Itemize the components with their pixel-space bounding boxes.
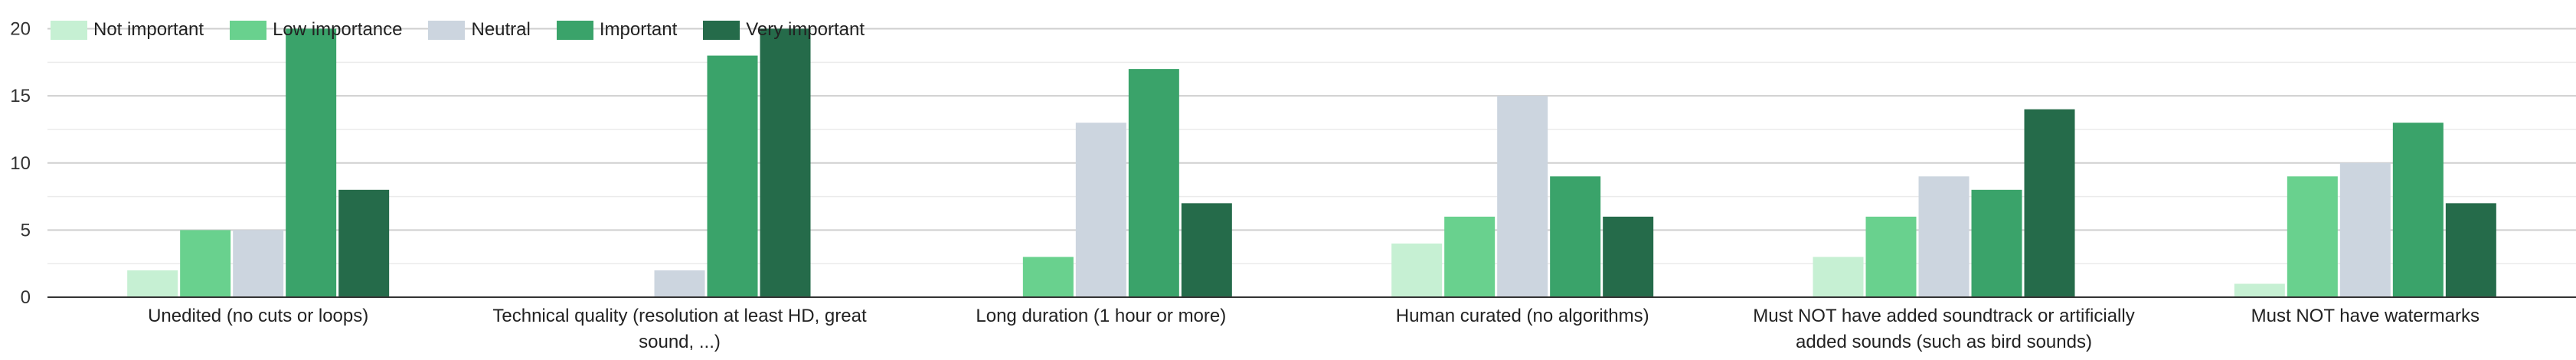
- bar: [760, 28, 811, 298]
- x-category-label-line: added sounds (such as bird sounds): [1796, 332, 2092, 352]
- legend-label: Important: [599, 19, 678, 40]
- bar: [2287, 176, 2338, 297]
- bar: [2392, 123, 2444, 297]
- x-category-label-line: Must NOT have added soundtrack or artifi…: [1753, 306, 2134, 326]
- legend-label: Neutral: [471, 19, 531, 40]
- legend-item: Very important: [703, 19, 865, 41]
- bar: [1865, 216, 1917, 297]
- legend-label: Low importance: [273, 19, 403, 40]
- legend-swatch: [703, 20, 740, 40]
- x-category-label-line: Must NOT have watermarks: [2251, 306, 2480, 326]
- bar: [707, 55, 758, 298]
- chart-legend: Not important Low importance Neutral Import…: [51, 18, 891, 41]
- bar: [1497, 96, 1548, 298]
- y-tick-label: 20: [10, 19, 31, 40]
- x-axis-category-labels: Unedited (no cuts or loops) Technical qua…: [148, 306, 2480, 352]
- bars: [127, 28, 2496, 298]
- legend-item: Neutral: [428, 19, 531, 41]
- legend-label: Not important: [93, 19, 204, 40]
- y-axis-tick-labels: 0 5 10 15 20: [10, 19, 31, 308]
- legend-item: Low importance: [230, 19, 402, 41]
- bar: [1971, 189, 2022, 297]
- x-category-label: Must NOT have watermarks: [2251, 306, 2480, 326]
- bar: [1022, 257, 1074, 297]
- x-category-label-line: Unedited (no cuts or loops): [148, 306, 368, 326]
- bar: [1391, 243, 1443, 297]
- bar: [1550, 176, 1601, 297]
- bar: [1444, 216, 1496, 297]
- legend-label: Very important: [746, 19, 865, 40]
- bar: [654, 270, 705, 297]
- bar: [2234, 283, 2285, 297]
- x-category-label: Must NOT have added soundtrack or artifi…: [1753, 306, 2134, 352]
- y-tick-label: 15: [10, 86, 31, 106]
- x-category-label: Human curated (no algorithms): [1396, 306, 1649, 326]
- bar: [180, 230, 231, 297]
- legend-item: Not important: [51, 19, 204, 41]
- bar: [2339, 162, 2391, 297]
- bar: [1128, 69, 1179, 297]
- bar: [1813, 257, 1864, 297]
- bar: [233, 230, 284, 297]
- bar: [2024, 109, 2075, 297]
- x-category-label-line: Technical quality (resolution at least H…: [492, 306, 867, 326]
- y-tick-label: 5: [21, 220, 31, 241]
- bar: [1075, 123, 1126, 297]
- bar: [1181, 203, 1232, 297]
- y-tick-label: 10: [10, 153, 31, 174]
- bar: [338, 189, 390, 297]
- x-category-label: Long duration (1 hour or more): [976, 306, 1226, 326]
- x-category-label-line: sound, ...): [639, 332, 721, 352]
- bar: [127, 270, 178, 297]
- x-category-label-line: Human curated (no algorithms): [1396, 306, 1649, 326]
- x-category-label: Unedited (no cuts or loops): [148, 306, 368, 326]
- x-category-label: Technical quality (resolution at least H…: [492, 306, 867, 352]
- bar: [286, 28, 337, 298]
- bar: [2445, 203, 2496, 297]
- legend-swatch: [51, 20, 87, 40]
- legend-item: Important: [556, 19, 678, 41]
- y-tick-label: 0: [21, 287, 31, 308]
- x-category-label-line: Long duration (1 hour or more): [976, 306, 1226, 326]
- legend-swatch: [556, 20, 593, 40]
- bar: [1918, 176, 1970, 297]
- legend-swatch: [230, 20, 267, 40]
- bar: [1603, 216, 1654, 297]
- grid-lines: [47, 28, 2576, 264]
- legend-swatch: [428, 20, 466, 40]
